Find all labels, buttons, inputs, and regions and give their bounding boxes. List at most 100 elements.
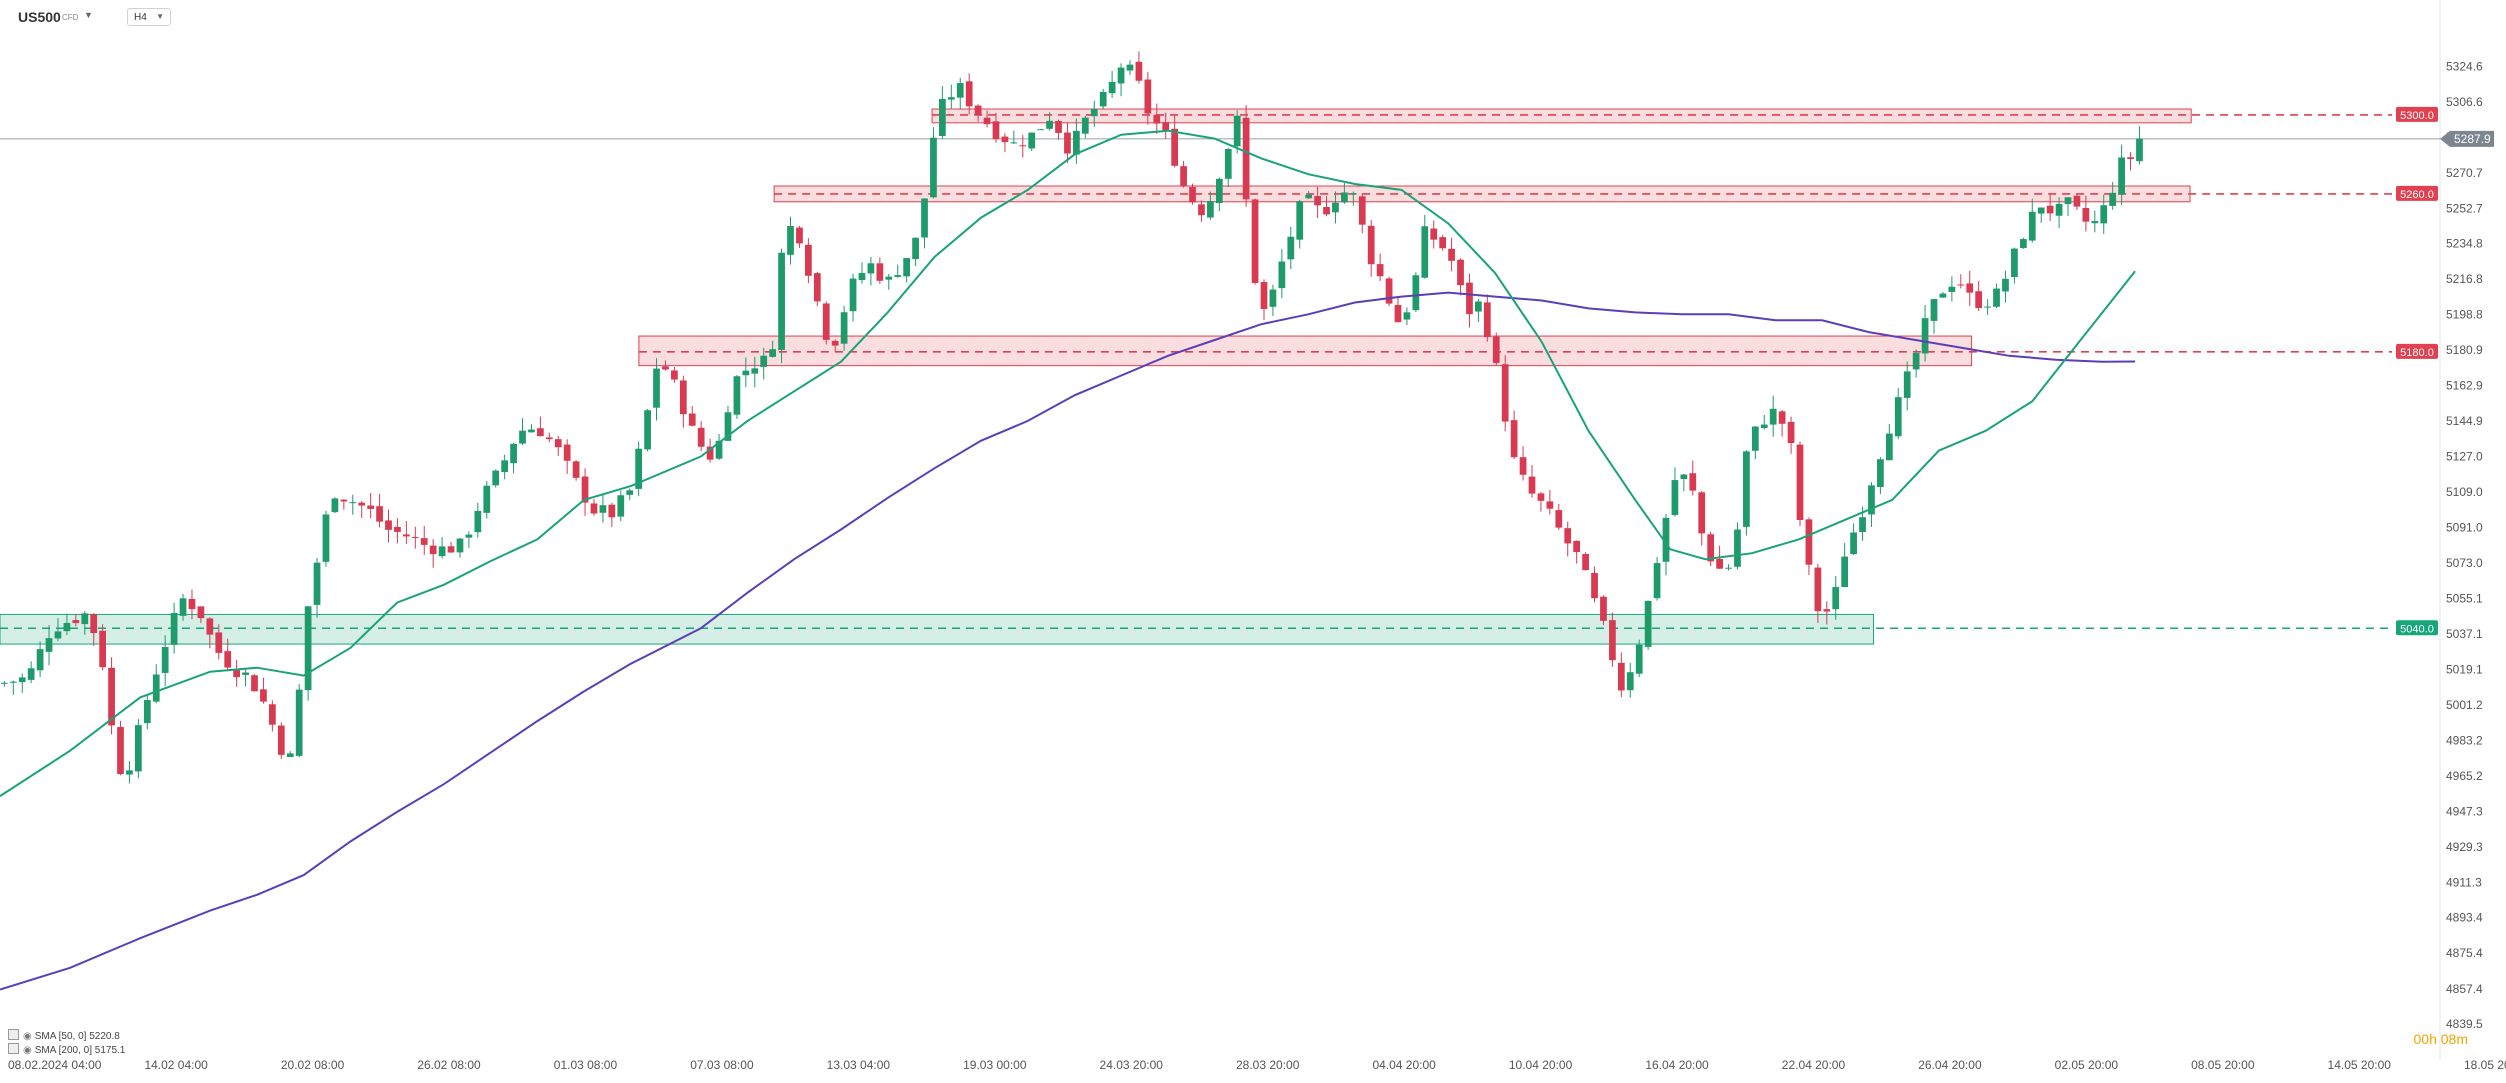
candle-body <box>1430 228 1438 240</box>
instrument-type: CFD <box>62 13 79 22</box>
y-tick-label: 4893.4 <box>2446 911 2483 925</box>
candle-body <box>1466 282 1473 315</box>
candle-body <box>411 537 419 539</box>
candle-body <box>394 526 401 532</box>
candle-body <box>295 689 303 756</box>
candle-body <box>438 546 446 557</box>
candle-body <box>965 81 973 107</box>
candle-body <box>1760 424 1768 428</box>
candle-body <box>1028 132 1036 149</box>
candle-body <box>1725 567 1732 569</box>
candle-body <box>1564 528 1572 544</box>
candle-body <box>170 613 178 645</box>
candle-countdown: 00h 08m <box>2413 1031 2468 1047</box>
candle-body <box>930 137 937 198</box>
candle-body <box>126 770 133 775</box>
candle-body <box>215 632 223 653</box>
candle-body <box>1332 202 1339 213</box>
candle-body <box>1421 226 1429 278</box>
candle-body <box>1126 64 1134 71</box>
y-tick-label: 5162.9 <box>2446 379 2483 393</box>
candle-body <box>528 429 535 433</box>
candle-body <box>1885 433 1893 461</box>
candle-body <box>510 443 517 464</box>
candle-body <box>1510 420 1518 458</box>
eye-icon[interactable]: ◉ <box>23 1045 32 1056</box>
candle-body <box>474 510 482 533</box>
timeframe-selector[interactable]: H4 ▼ <box>127 8 171 26</box>
x-tick-label: 19.03 00:00 <box>963 1058 1027 1072</box>
candle-body <box>1055 120 1062 133</box>
candle-body <box>1546 501 1554 509</box>
candle-body <box>1528 476 1536 494</box>
candle-body <box>688 413 696 426</box>
candle-body <box>563 444 571 461</box>
candle-body <box>1501 364 1509 422</box>
candle-body <box>1010 142 1018 144</box>
y-tick-label: 5324.6 <box>2446 59 2483 73</box>
candle-body <box>36 649 44 671</box>
candle-body <box>876 263 884 281</box>
candle-body <box>188 598 196 610</box>
candle-body <box>787 226 794 255</box>
candle-body <box>679 380 687 415</box>
candle-body <box>1984 306 1991 308</box>
candle-body <box>1492 336 1500 363</box>
candle-body <box>1457 259 1464 286</box>
candle-body <box>724 412 732 441</box>
candle-body <box>1591 572 1598 599</box>
x-tick-label: 07.03 08:00 <box>690 1058 754 1072</box>
candle-body <box>304 606 312 691</box>
legend-settings-icon[interactable] <box>8 1043 19 1054</box>
candle-body <box>260 689 267 702</box>
candle-body <box>1975 291 1983 308</box>
candle-body <box>108 667 115 726</box>
candle-body <box>1787 421 1795 443</box>
candle-body <box>983 117 991 125</box>
candle-body <box>1823 609 1831 612</box>
y-tick-label: 5180.9 <box>2446 343 2483 357</box>
candle-body <box>1734 529 1741 567</box>
candle-body <box>242 672 249 675</box>
candle-body <box>1108 81 1116 94</box>
candle-body <box>537 428 544 437</box>
candle-body <box>1743 451 1750 527</box>
candle-body <box>1439 237 1447 249</box>
candle-body <box>1385 278 1393 304</box>
candle-body <box>349 502 357 504</box>
symbol-name[interactable]: US500 <box>18 9 61 25</box>
x-tick-label: 10.04 20:00 <box>1509 1058 1573 1072</box>
candle-body <box>1207 201 1214 218</box>
candle-body <box>501 460 509 473</box>
candle-body <box>331 498 339 513</box>
candle-body <box>251 675 258 692</box>
candle-body <box>1153 114 1161 124</box>
eye-icon[interactable]: ◉ <box>23 1031 32 1042</box>
candle-body <box>1349 193 1357 195</box>
candle-body <box>277 725 285 755</box>
candle-body <box>367 505 375 509</box>
legend-settings-icon[interactable] <box>8 1029 19 1040</box>
y-tick-label: 5198.8 <box>2446 308 2483 322</box>
candle-body <box>733 376 741 415</box>
candle-body <box>1716 558 1723 569</box>
y-tick-label: 4983.2 <box>2446 733 2483 747</box>
legend-sma200[interactable]: ◉ SMA [200, 0] 5175.1 <box>8 1043 125 1056</box>
candle-body <box>1930 299 1938 321</box>
sma200-line <box>0 291 2136 991</box>
candle-body <box>9 681 17 683</box>
candle-body <box>1251 199 1259 283</box>
candle-body <box>1475 301 1482 312</box>
candle-body <box>1555 510 1563 528</box>
x-tick-label: 16.04 20:00 <box>1645 1058 1709 1072</box>
candle-body <box>581 476 589 503</box>
candle-body <box>1296 201 1304 240</box>
candle-body <box>956 83 964 98</box>
legend-sma200-text: SMA [200, 0] 5175.1 <box>34 1045 126 1056</box>
symbol-dropdown-icon[interactable]: ▼ <box>84 10 93 20</box>
candle-body <box>429 545 437 555</box>
legend-sma50[interactable]: ◉ SMA [50, 0] 5220.8 <box>8 1029 120 1042</box>
candle-body <box>992 121 1000 140</box>
candle-body <box>2046 205 2054 214</box>
